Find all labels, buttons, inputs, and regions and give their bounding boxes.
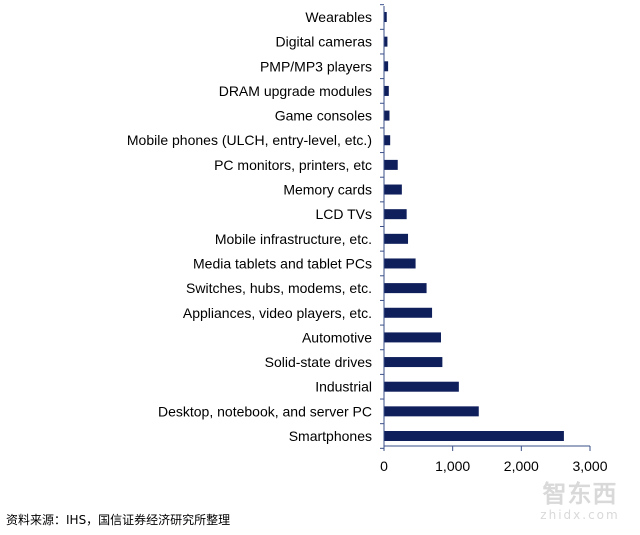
bar-16 — [384, 381, 459, 392]
bar-9 — [384, 209, 407, 220]
watermark-main: 智东西 — [542, 480, 618, 508]
bar-2 — [384, 36, 388, 47]
category-label-13: Appliances, video players, etc. — [183, 305, 372, 321]
x-tick-label-2: 1,000 — [435, 458, 470, 474]
watermark-sub: zhidx.com — [540, 508, 620, 522]
axes-group — [380, 4, 590, 449]
x-tick-label-1: 0 — [380, 458, 388, 474]
bar-10 — [384, 233, 409, 244]
x-tick-label-4: 3,000 — [572, 458, 607, 474]
bars-group — [384, 12, 564, 441]
watermark-logo: 智东西 zhidx.com — [528, 480, 632, 530]
bar-18 — [384, 431, 564, 441]
category-label-9: LCD TVs — [315, 206, 372, 222]
category-label-15: Solid-state drives — [265, 354, 372, 370]
bar-chart: Wearables Digital cameras PMP/MP3 players D… — [127, 4, 608, 474]
category-label-12: Switches, hubs, modems, etc. — [186, 280, 372, 296]
category-label-3: PMP/MP3 players — [260, 58, 372, 74]
bar-4 — [384, 85, 389, 96]
bar-6 — [384, 135, 391, 146]
bar-15 — [384, 357, 443, 368]
category-label-10: Mobile infrastructure, etc. — [215, 231, 372, 247]
bar-11 — [384, 258, 416, 269]
bar-14 — [384, 332, 441, 343]
source-note: 资料来源：IHS，国信证券经济研究所整理 — [6, 513, 231, 527]
category-label-4: DRAM upgrade modules — [219, 83, 372, 99]
category-label-17: Desktop, notebook, and server PC — [158, 403, 372, 419]
bar-5 — [384, 110, 390, 121]
category-label-16: Industrial — [315, 379, 372, 395]
bar-13 — [384, 307, 433, 318]
category-label-2: Digital cameras — [276, 34, 372, 50]
category-label-5: Game consoles — [275, 108, 372, 124]
category-label-1: Wearables — [305, 9, 372, 25]
category-labels-group: Wearables Digital cameras PMP/MP3 players D… — [127, 9, 372, 444]
category-label-18: Smartphones — [289, 428, 372, 444]
bar-3 — [384, 61, 389, 72]
bar-1 — [384, 12, 387, 22]
x-tick-label-3: 2,000 — [504, 458, 539, 474]
bar-17 — [384, 406, 479, 417]
category-label-14: Automotive — [302, 329, 372, 345]
bar-8 — [384, 184, 402, 195]
bar-7 — [384, 159, 398, 170]
category-label-8: Memory cards — [283, 182, 372, 198]
bar-12 — [384, 283, 427, 294]
category-label-11: Media tablets and tablet PCs — [193, 255, 372, 271]
category-label-6: Mobile phones (ULCH, entry-level, etc.) — [127, 132, 372, 148]
category-label-7: PC monitors, printers, etc — [214, 157, 372, 173]
x-ticks-group: 0 1,000 2,000 3,000 — [380, 446, 608, 474]
